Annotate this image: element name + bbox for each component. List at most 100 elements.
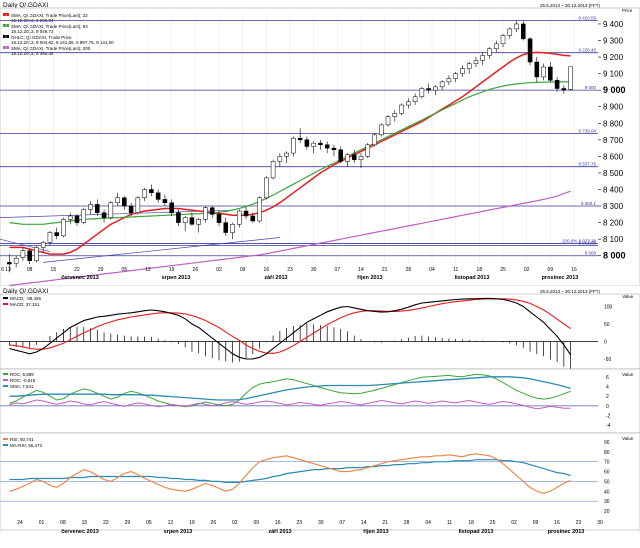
main-ytick-label: 8 000: [603, 251, 626, 261]
candle-body: [324, 144, 330, 149]
main-xtick-label: 09: [240, 267, 246, 273]
main-ytick-label: 8 900: [603, 103, 624, 112]
main-ytick-label: 9 300: [603, 36, 624, 45]
roc-line-2: [9, 399, 571, 410]
rsi-xtick-label: 14: [361, 520, 367, 526]
candle-body: [209, 207, 215, 215]
candle-body: [480, 55, 485, 61]
main-xtick-label: 26: [193, 267, 199, 273]
rsi-ytick-label: 70: [604, 460, 610, 466]
candle-body: [534, 61, 540, 78]
rsi-month-label: září 2013: [268, 529, 291, 535]
legend-label: SMA; Q/.GDAXI, Trade Price(Last); 22: [11, 13, 88, 18]
sma200-line: [9, 190, 571, 287]
rsi-month-label: listopad 2013: [459, 529, 494, 535]
rsi-month-label: prosinec 2013: [548, 529, 585, 535]
candle-body: [372, 134, 377, 146]
candle-body: [284, 152, 289, 157]
candle-body: [47, 232, 53, 243]
candle-body: [264, 177, 269, 199]
candle-body: [101, 212, 107, 218]
main-ytick-label: 8 700: [603, 136, 624, 145]
legend-value: 16.12.2013, 8 390,46: [11, 51, 54, 56]
candle-body: [345, 154, 350, 162]
main-header-bg: [0, 0, 640, 8]
candle-body: [446, 78, 452, 83]
main-xtick-label: 02: [524, 267, 530, 273]
candle-body: [521, 23, 526, 40]
macd-ytick-label: 100: [604, 305, 613, 311]
candle-body: [338, 149, 343, 162]
rsi-xtick-label: 12: [168, 520, 174, 526]
legend-label: OHLC; Q/.GDAXI, Trade Price: [11, 35, 72, 40]
candle-body: [385, 116, 391, 126]
candle-body: [439, 81, 445, 88]
candle-body: [216, 214, 222, 223]
candle-body: [419, 88, 425, 98]
main-trendline: [0, 209, 233, 218]
rsi-xtick-label: 04: [425, 520, 431, 526]
candle-body: [243, 210, 249, 217]
rsi-ma-line: [9, 459, 571, 483]
candle-body: [426, 88, 431, 91]
candle-body: [291, 137, 296, 154]
candle-body: [27, 250, 32, 261]
main-xtick-label: 02: [216, 267, 222, 273]
rsi-xtick-label: 23: [296, 520, 302, 526]
main-plot: 9 400 9 300 9 200 9 100 9 000 8 900 8 800 8 700…: [0, 8, 633, 287]
roc-legend-swatch: [3, 385, 8, 387]
candle-body: [128, 205, 134, 213]
candle-body: [115, 197, 120, 203]
rsi-xtick-label: 30: [597, 520, 603, 526]
main-month-label: říjen 2013: [357, 275, 382, 281]
main-xtick-label: 16: [571, 267, 577, 273]
candle-body: [257, 197, 262, 222]
main-ytick-label: 8 800: [603, 119, 624, 128]
candle-body: [527, 38, 533, 63]
roc-legend-label: SMA; 7,541: [10, 384, 34, 389]
main-level-label: 8 537,76: [578, 162, 596, 167]
main-level-label: 8 739,04: [578, 128, 596, 133]
roc-legend-swatch: [3, 373, 8, 375]
main-month-label: září 2013: [264, 275, 287, 281]
candle-body: [81, 209, 87, 223]
rsi-legend-label: MA-RSI; 56,473: [10, 443, 43, 448]
candle-body: [169, 202, 174, 213]
candle-body: [453, 73, 458, 79]
rsi-xtick-label: 19: [189, 520, 195, 526]
rsi-xtick-label: 09: [254, 520, 260, 526]
main-ytick-label: 8 600: [603, 152, 624, 161]
candle-body: [466, 63, 472, 69]
main-level-label: 100,0% 8 073,38: [562, 239, 597, 244]
rsi-xtick-label: 29: [125, 520, 131, 526]
rsi-axis-unit: Value: [622, 436, 634, 441]
macd-axis-unit: Value: [622, 294, 634, 299]
candle-body: [88, 204, 93, 210]
rsi-legend-swatch: [3, 444, 8, 446]
legend-label: SMA; Q/.GDAXI, Trade Price(Last); 200: [11, 46, 91, 51]
candle-body: [67, 215, 73, 220]
candle-body: [365, 144, 371, 157]
rsi-xtick-label: 28: [404, 520, 410, 526]
candle-body: [311, 142, 316, 147]
candle-body: [507, 28, 513, 36]
main-ytick-label: 9 200: [603, 53, 624, 62]
candle-body: [95, 204, 100, 213]
roc-legend-swatch: [3, 379, 8, 381]
candle-body: [473, 60, 479, 64]
candle-body: [122, 197, 127, 207]
main-level-label: 8 300,1: [581, 201, 597, 206]
rsi-xtick-label: 15: [82, 520, 88, 526]
main-xtick-label: 11: [453, 267, 458, 273]
rsi-xtick-label: 09: [533, 520, 539, 526]
candle-body: [223, 222, 229, 233]
rsi-ytick-label: 20: [604, 509, 610, 515]
candle-body: [500, 35, 506, 45]
macd-panel-title: Daily Q/.GDAXI: [3, 288, 48, 295]
main-ytick-label: 9 400: [603, 20, 624, 29]
macd-ytick-label: 0: [604, 340, 607, 346]
rsi-xtick-label: 05: [146, 520, 152, 526]
